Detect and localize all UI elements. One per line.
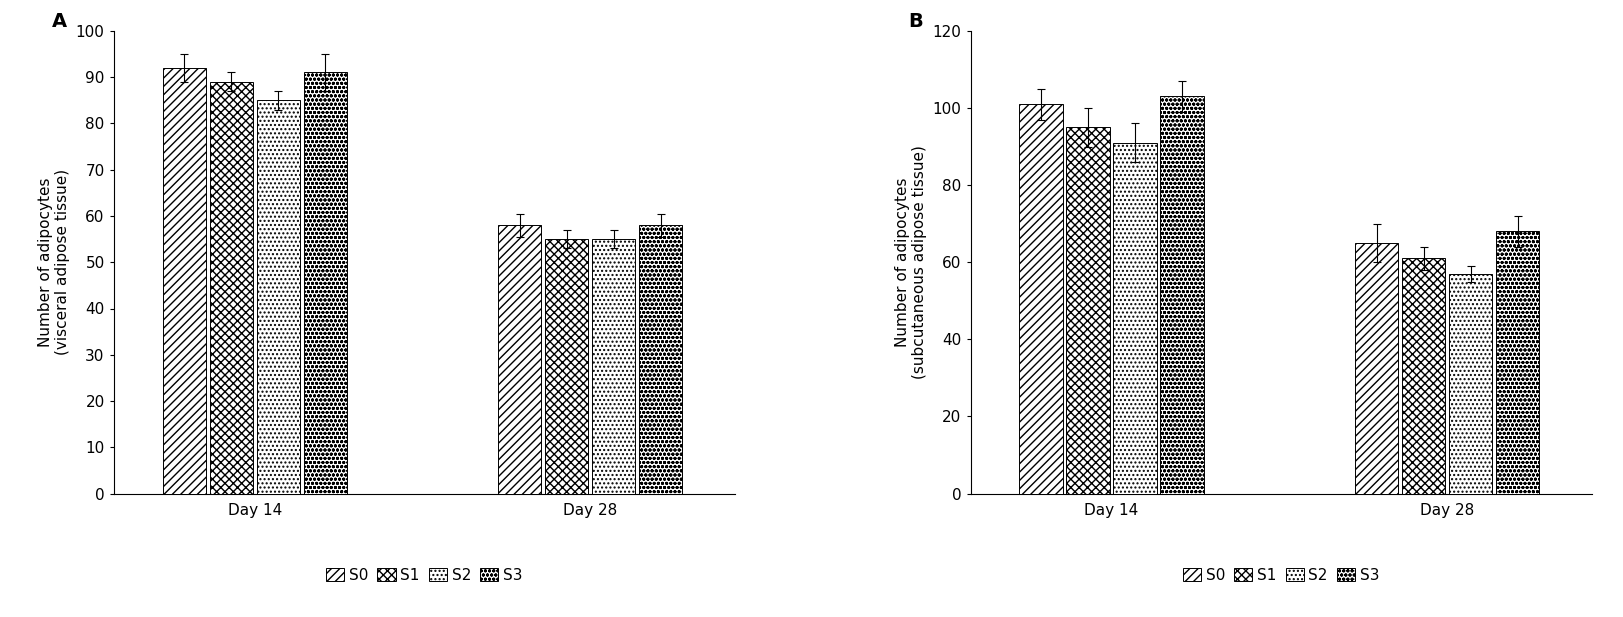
Bar: [1354, 243, 1397, 494]
Bar: [1448, 274, 1492, 494]
Bar: [639, 225, 682, 494]
Legend: S0, S1, S2, S3: S0, S1, S2, S3: [320, 561, 529, 589]
Bar: [1019, 104, 1061, 494]
Bar: [1401, 259, 1444, 494]
Bar: [256, 101, 300, 494]
Bar: [209, 82, 253, 494]
Bar: [162, 68, 206, 494]
Y-axis label: Number of adipocytes
(visceral adipose tissue): Number of adipocytes (visceral adipose t…: [37, 169, 70, 355]
Bar: [498, 225, 540, 494]
Bar: [545, 239, 588, 494]
Bar: [1066, 127, 1109, 494]
Bar: [1495, 231, 1539, 494]
Y-axis label: Number of adipocytes
(subcutaneous adipose tissue): Number of adipocytes (subcutaneous adipo…: [894, 145, 927, 379]
Bar: [1160, 96, 1203, 494]
Bar: [1113, 143, 1156, 494]
Bar: [592, 239, 635, 494]
Legend: S0, S1, S2, S3: S0, S1, S2, S3: [1175, 561, 1384, 589]
Text: A: A: [52, 12, 67, 31]
Text: B: B: [907, 12, 922, 31]
Bar: [304, 72, 347, 494]
